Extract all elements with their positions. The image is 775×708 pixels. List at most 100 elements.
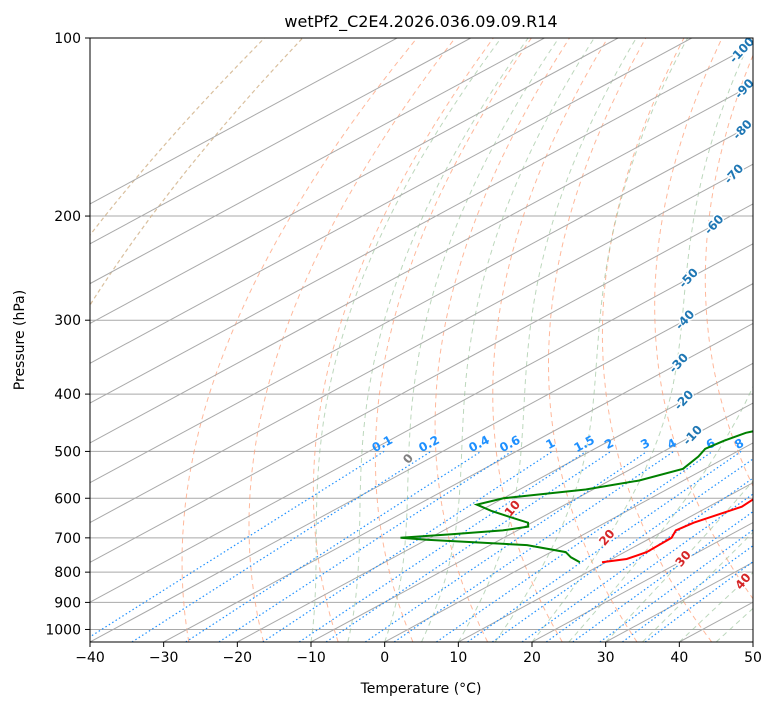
isotherm-line: [90, 283, 753, 642]
moist-adiabat-label: 0: [400, 451, 416, 466]
dry-adiabat: [374, 38, 532, 642]
mixing-ratio-line: [467, 450, 742, 642]
isotherm-line: [90, 123, 753, 484]
isotherm-line: [237, 362, 753, 642]
mixing-ratio-line: [491, 458, 753, 642]
isotherm-line: [90, 38, 398, 205]
x-tick-label: −10: [296, 650, 326, 666]
mixing-ratio-line: [393, 450, 675, 642]
isotherm-label: -10: [680, 422, 705, 447]
isotherm-line: [384, 442, 753, 642]
x-axis: −40 −30 −20 −10 0 10 20 30 40 50: [75, 642, 762, 666]
moist-adiabats: [310, 38, 753, 642]
profile-series: [400, 430, 753, 564]
moist-adiabat: [678, 571, 753, 642]
dry-adiabats: [181, 38, 775, 642]
mixing-ratio-line: [572, 510, 753, 642]
dry-adiabat: [601, 38, 713, 642]
x-tick-label: −40: [75, 650, 105, 666]
series-line: [400, 430, 753, 564]
y-tick-label: 200: [54, 209, 81, 225]
x-tick-label: 10: [449, 650, 467, 666]
moist-adiabat: [421, 38, 595, 642]
moist-adiabat-label: 20: [596, 527, 617, 549]
x-tick-label: 40: [670, 650, 688, 666]
mixing-ratio-line: [218, 450, 513, 642]
y-axis: 100 200 300 400 500 600 700 800 900 1000: [45, 31, 90, 638]
x-tick-label: −20: [223, 650, 253, 666]
moist-adiabat: [531, 38, 753, 642]
mixing-ratio-line: [262, 450, 553, 642]
chart-title: wetPf2_C2E4.2026.036.09.09.R14: [284, 12, 557, 32]
mixing-ratio-line: [545, 493, 753, 642]
y-tick-label: 800: [54, 565, 81, 581]
isotherm-label: -30: [666, 350, 691, 375]
mixing-ratio-line: [644, 560, 753, 642]
x-tick-label: −30: [149, 650, 179, 666]
isotherm-line: [90, 38, 545, 285]
dry-adiabat: [181, 38, 418, 642]
moist-adiabat: [605, 480, 753, 642]
moist-adiabat: [494, 38, 689, 642]
isotherm-label: -20: [671, 387, 696, 412]
isotherm-line: [163, 322, 753, 642]
isotherm-line: [90, 243, 753, 603]
isotherm-line: [90, 38, 471, 245]
y-tick-label: 100: [54, 31, 81, 47]
isotherm-line: [752, 641, 753, 642]
series-line: [601, 498, 753, 564]
moist-adiabat-label: 30: [672, 548, 693, 570]
moist-adiabat: [384, 38, 560, 642]
dry-adiabat: [248, 38, 456, 642]
isotherm-line: [531, 521, 753, 642]
isotherms: [90, 38, 753, 642]
mixing-ratio-label: 8: [732, 436, 746, 452]
isotherm-line: [90, 38, 619, 325]
y-tick-label: 400: [54, 387, 81, 403]
y-tick-label: 1000: [45, 622, 81, 638]
moist-adiabat: [347, 38, 529, 642]
pressure-grid: [90, 38, 753, 630]
mixing-ratio-line: [436, 450, 713, 642]
mixing-ratio-line: [90, 450, 385, 638]
isotherm-line: [679, 601, 753, 642]
y-tick-label: 600: [54, 491, 81, 507]
y-tick-label: 900: [54, 595, 81, 611]
x-axis-label: Temperature (°C): [360, 681, 482, 697]
isotherm-label: -40: [672, 307, 697, 332]
y-tick-label: 300: [54, 313, 81, 329]
dry-adiabat: [754, 38, 775, 642]
x-tick-label: 50: [744, 650, 762, 666]
isotherm-line: [90, 44, 753, 404]
x-tick-label: 20: [523, 650, 541, 666]
mixing-ratio-label: 1: [544, 436, 558, 452]
dry-adiabat: [654, 38, 753, 600]
x-tick-label: 0: [380, 650, 389, 666]
dry-adiabat: [492, 38, 609, 642]
moist-adiabat: [310, 38, 502, 642]
isotherm-label: -50: [676, 265, 701, 290]
plot-frame: [89, 37, 754, 643]
moist-adiabat: [457, 38, 637, 642]
mixing-ratio-label: 3: [638, 436, 652, 452]
dry-adiabat: [548, 38, 647, 642]
mixing-ratio-line: [131, 450, 432, 642]
y-axis-label: Pressure (hPa): [12, 290, 28, 390]
x-tick-label: 30: [597, 650, 615, 666]
line-labels: 0.10.20.40.611.52346810131620253036-100-…: [370, 38, 755, 594]
dry-adiabat: [434, 38, 570, 642]
isotherm-label: -80: [730, 117, 755, 142]
mixing-ratio-line: [298, 450, 587, 642]
y-tick-label: 500: [54, 444, 81, 460]
y-tick-label: 700: [54, 531, 81, 547]
isotherm-label: -70: [721, 161, 746, 186]
dry-adiabat: [312, 38, 494, 642]
isotherm-line: [90, 163, 753, 524]
plot-area: 0.10.20.40.611.52346810131620253036-100-…: [90, 38, 775, 642]
isotherm-line: [90, 83, 753, 444]
mixing-ratio-line: [521, 477, 753, 642]
isotherm-line: [458, 482, 753, 642]
isotherm-line: [90, 38, 692, 364]
isotherm-line: [310, 402, 753, 642]
